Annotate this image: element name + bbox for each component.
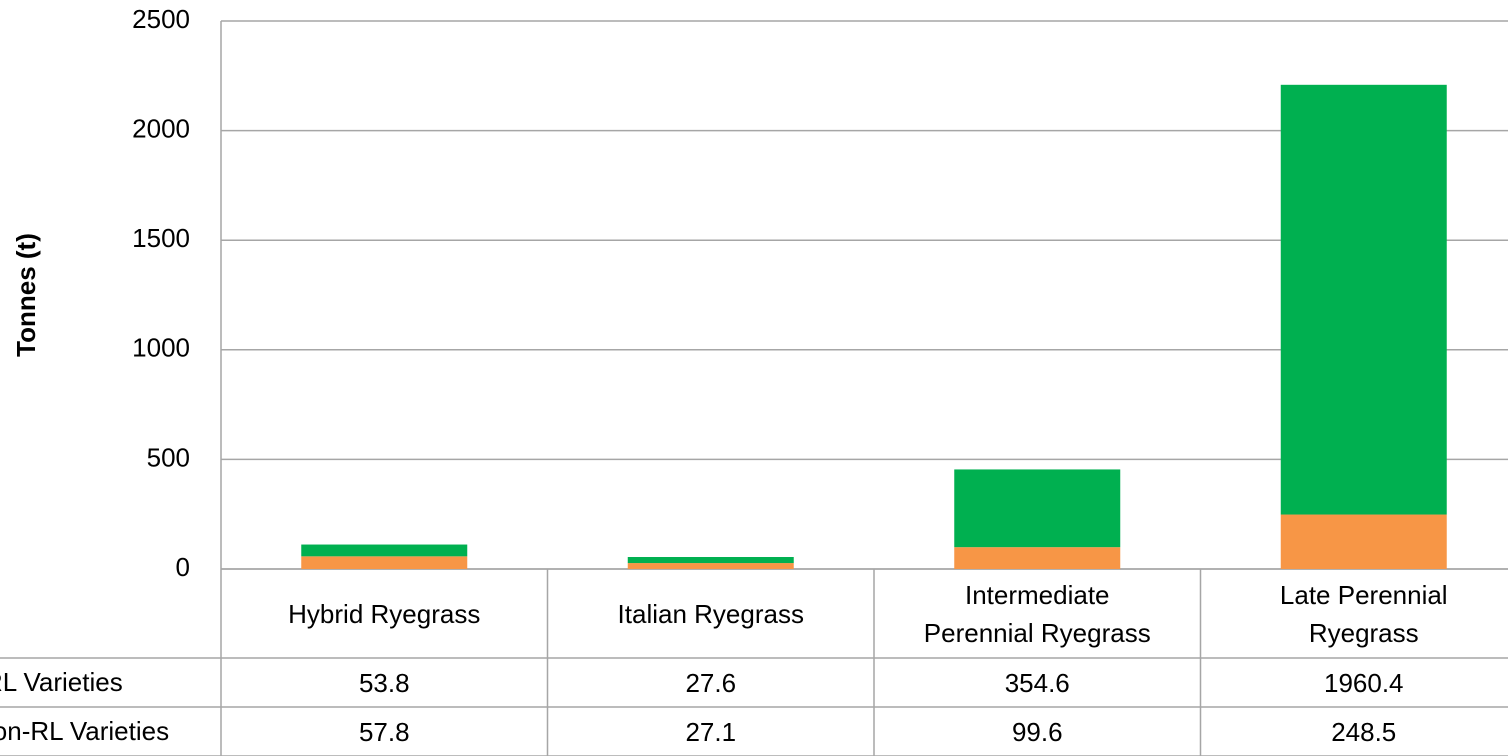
bar-segment: [301, 544, 468, 557]
table-value: 27.6: [685, 667, 737, 698]
legend-label: RL Varieties: [0, 667, 123, 697]
bar-segment: [954, 547, 1121, 569]
table-value: 27.1: [685, 716, 737, 747]
bar-segment: [954, 469, 1121, 548]
category-label: Italian Ryegrass: [617, 598, 804, 629]
bar-segment: [1280, 514, 1447, 569]
legend-label: Non-RL Varieties: [0, 716, 170, 746]
y-tick-label: 500: [147, 442, 190, 472]
y-tick-label: 1000: [132, 333, 190, 363]
bar-segment: [627, 563, 794, 569]
bar-segment: [627, 557, 794, 564]
table-value: 99.6: [1011, 716, 1063, 747]
table-value: 1960.4: [1323, 667, 1404, 698]
table-value: 248.5: [1331, 716, 1397, 747]
y-axis-label: Tonnes (t): [11, 233, 41, 357]
category-label: Late Perennial Ryegrass: [1279, 579, 1448, 648]
table-value: 57.8: [358, 716, 410, 747]
y-tick-label: 1500: [132, 223, 190, 253]
category-label: Hybrid Ryegrass: [288, 598, 481, 629]
y-tick-label: 2500: [132, 4, 190, 34]
bar-segment: [1280, 84, 1447, 515]
table-value: 354.6: [1004, 667, 1070, 698]
y-tick-label: 2000: [132, 113, 190, 143]
y-tick-label: 0: [176, 552, 190, 582]
table-value: 53.8: [358, 667, 410, 698]
category-label: Intermediate Perennial Ryegrass: [923, 579, 1151, 648]
bar-segment: [301, 556, 468, 569]
